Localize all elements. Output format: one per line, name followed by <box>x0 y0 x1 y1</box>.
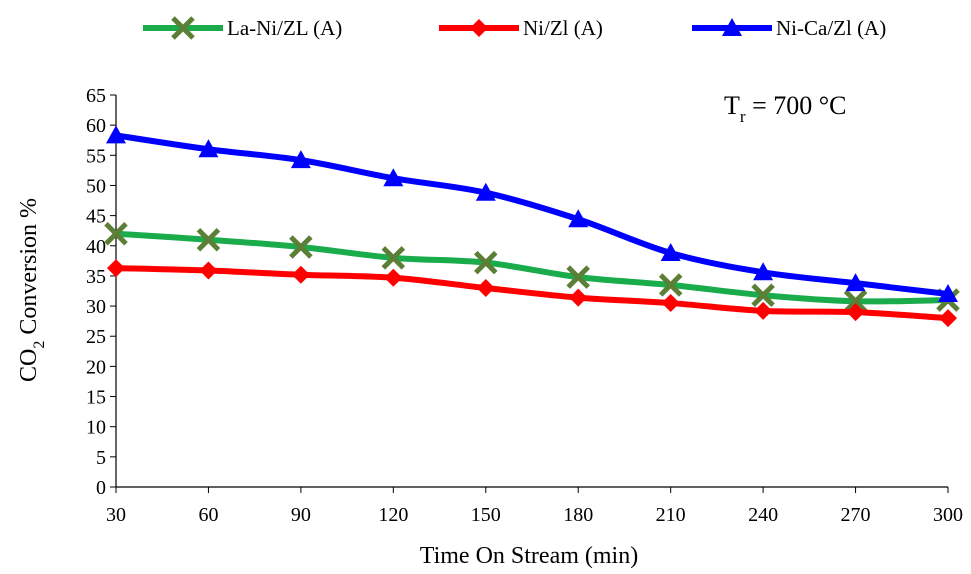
data-point <box>475 182 496 201</box>
series-line <box>115 230 949 305</box>
y-tick-label: 60 <box>86 115 106 137</box>
y-tick-label: 25 <box>86 326 106 348</box>
data-point <box>754 301 773 320</box>
data-point <box>939 309 957 328</box>
data-point <box>290 150 311 169</box>
legend-item: Ni-Ca/Zl (A) <box>692 16 886 40</box>
x-tick-label: 90 <box>291 504 311 526</box>
x-tick-label: 240 <box>748 504 778 526</box>
x-tick-label: 60 <box>198 504 218 526</box>
data-point <box>104 221 128 246</box>
legend-item: Ni/Zl (A) <box>439 16 603 40</box>
y-tick-label: 5 <box>96 447 106 469</box>
data-point <box>845 273 866 292</box>
y-tick-label: 10 <box>86 417 106 439</box>
y-tick-label: 40 <box>86 236 106 258</box>
legend-label: La-Ni/ZL (A) <box>227 16 342 40</box>
legend-label: Ni/Zl (A) <box>523 16 603 40</box>
y-tick-label: 45 <box>86 206 106 228</box>
axes: 0 5 10 15 20 25 30 35 40 45 50 55 60 65 30 60 90 120 150 18… <box>86 85 963 526</box>
legend-item: La-Ni/ZL (A) <box>143 16 342 40</box>
y-tick-label: 15 <box>86 387 106 409</box>
data-point <box>106 125 126 144</box>
data-point <box>107 259 125 278</box>
y-axis-title: CO2 Conversion % <box>16 198 48 382</box>
series-ni-ca-zl-a <box>106 125 958 303</box>
x-tick-label: 120 <box>378 504 408 526</box>
x-axis-title: Time On Stream (min) <box>420 543 638 569</box>
legend-diamond-icon <box>470 19 488 37</box>
y-tick-label: 20 <box>86 356 106 378</box>
y-tick-label: 30 <box>86 296 106 318</box>
data-point <box>198 139 219 158</box>
data-point <box>751 283 775 307</box>
legend: La-Ni/ZL (A) Ni/Zl (A) Ni-Ca/Zl (A) <box>143 16 886 40</box>
y-tick-label: 35 <box>86 266 106 288</box>
data-point <box>568 209 589 228</box>
data-point <box>753 262 774 281</box>
legend-x-icon <box>171 16 195 40</box>
data-point <box>199 261 218 280</box>
y-tick-label: 0 <box>96 477 106 499</box>
x-tick-label: 210 <box>656 504 686 526</box>
data-point <box>566 265 590 289</box>
data-point <box>843 289 868 314</box>
temperature-annotation: Tr = 700 °C <box>724 91 846 126</box>
data-point <box>381 246 406 270</box>
data-point <box>938 284 958 303</box>
y-tick-label: 50 <box>86 175 106 197</box>
x-tick-label: 30 <box>106 504 126 526</box>
series-ni-zl-a <box>107 259 957 328</box>
series-la-ni-zl-a <box>104 221 960 314</box>
data-point <box>196 227 221 252</box>
data-point <box>661 294 680 313</box>
data-point <box>658 273 683 297</box>
data-point <box>846 303 865 322</box>
x-tick-label: 180 <box>563 504 593 526</box>
data-point <box>660 243 681 262</box>
data-point <box>476 278 495 297</box>
legend-label: Ni-Ca/Zl (A) <box>776 16 886 40</box>
legend-triangle-icon <box>722 18 742 36</box>
x-tick-label: 300 <box>933 504 963 526</box>
y-tick-label: 55 <box>86 145 106 167</box>
data-point <box>384 268 403 287</box>
series-line <box>115 132 949 297</box>
x-tick-label: 270 <box>841 504 871 526</box>
data-point <box>291 265 310 284</box>
data-point <box>474 250 498 275</box>
data-point <box>569 288 588 307</box>
plot-area <box>104 125 960 328</box>
data-point <box>383 168 404 187</box>
x-tick-label: 150 <box>471 504 501 526</box>
y-tick-label: 65 <box>86 85 106 107</box>
series-line <box>115 265 949 322</box>
data-point <box>289 235 313 259</box>
